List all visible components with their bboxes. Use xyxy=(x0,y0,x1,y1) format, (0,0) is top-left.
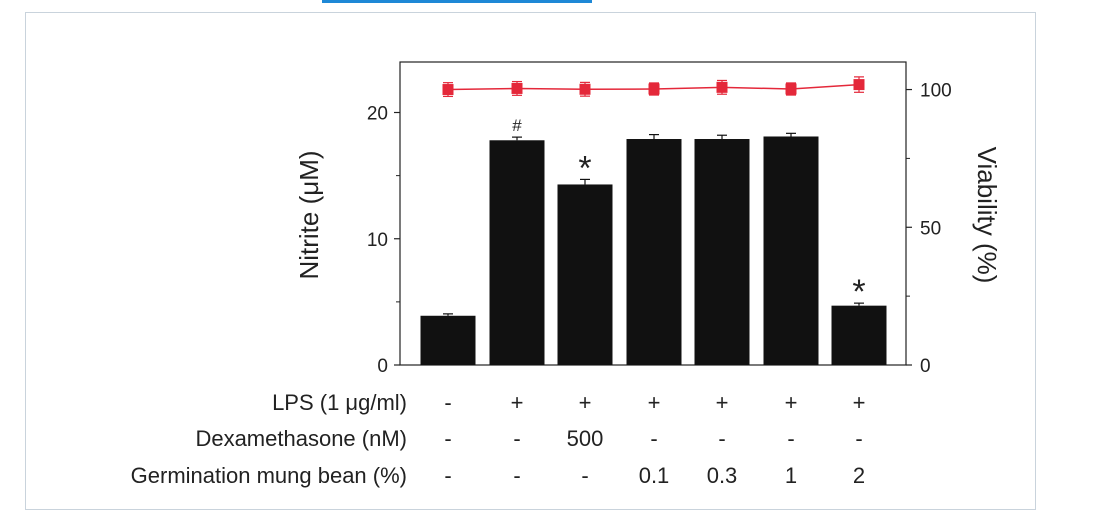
y2-tick-label: 0 xyxy=(920,356,931,377)
treatment-row-label: LPS (1 μg/ml) xyxy=(272,390,407,415)
treatment-cell: + xyxy=(853,390,866,415)
treatment-cell: + xyxy=(579,390,592,415)
bar xyxy=(831,305,887,365)
bars-group: # * * xyxy=(420,116,887,365)
viability-point xyxy=(716,81,728,93)
labels-group: LPS (1 μg/ml) - + + + + + + Dexamethasone (nM) - -… xyxy=(131,390,866,488)
y-tick-label: 10 xyxy=(367,230,388,251)
bar xyxy=(626,139,682,365)
viability-point xyxy=(648,83,660,95)
treatment-cell: + xyxy=(648,390,661,415)
treatment-row-label: Dexamethasone (nM) xyxy=(195,426,407,451)
treatment-cell: 1 xyxy=(785,463,797,488)
treatment-cell: - xyxy=(444,390,451,415)
viability-point xyxy=(511,82,523,94)
header-accent-line xyxy=(322,0,592,3)
treatment-cell: + xyxy=(716,390,729,415)
treatment-cell: - xyxy=(581,463,588,488)
treatment-cell: - xyxy=(444,463,451,488)
treatment-cell: + xyxy=(511,390,524,415)
treatment-row-label: Germination mung bean (%) xyxy=(131,463,407,488)
y2-axis-label: Viability (%) xyxy=(972,147,1002,284)
significance-mark: # xyxy=(512,116,522,135)
y-axis-label: Nitrite (μM) xyxy=(294,150,324,279)
treatment-cell: 0.3 xyxy=(707,463,738,488)
treatment-cell: - xyxy=(787,426,794,451)
bar xyxy=(557,184,613,365)
treatment-cell: - xyxy=(855,426,862,451)
treatment-cell: - xyxy=(513,426,520,451)
significance-mark: * xyxy=(852,273,865,311)
treatment-cell: 0.1 xyxy=(639,463,670,488)
viability-point xyxy=(853,79,865,91)
significance-mark: * xyxy=(578,149,591,187)
viability-point xyxy=(785,83,797,95)
bar xyxy=(489,140,545,365)
viability-line-group xyxy=(442,76,865,98)
bar xyxy=(694,139,750,365)
y2-tick-label: 50 xyxy=(920,218,941,239)
treatment-cell: - xyxy=(444,426,451,451)
y-tick-label: 0 xyxy=(377,356,388,377)
y2-tick-label: 100 xyxy=(920,81,952,102)
viability-point xyxy=(579,83,591,95)
axes-group: 0 10 20 0 50 100 xyxy=(367,61,952,377)
treatment-cell: - xyxy=(718,426,725,451)
y-tick-label: 20 xyxy=(367,104,388,125)
treatment-cell: - xyxy=(513,463,520,488)
bar xyxy=(763,136,819,365)
bar xyxy=(420,315,476,365)
treatment-cell: - xyxy=(650,426,657,451)
viability-point xyxy=(442,84,454,96)
treatment-cell: + xyxy=(785,390,798,415)
treatment-cell: 2 xyxy=(853,463,865,488)
treatment-cell: 500 xyxy=(567,426,604,451)
